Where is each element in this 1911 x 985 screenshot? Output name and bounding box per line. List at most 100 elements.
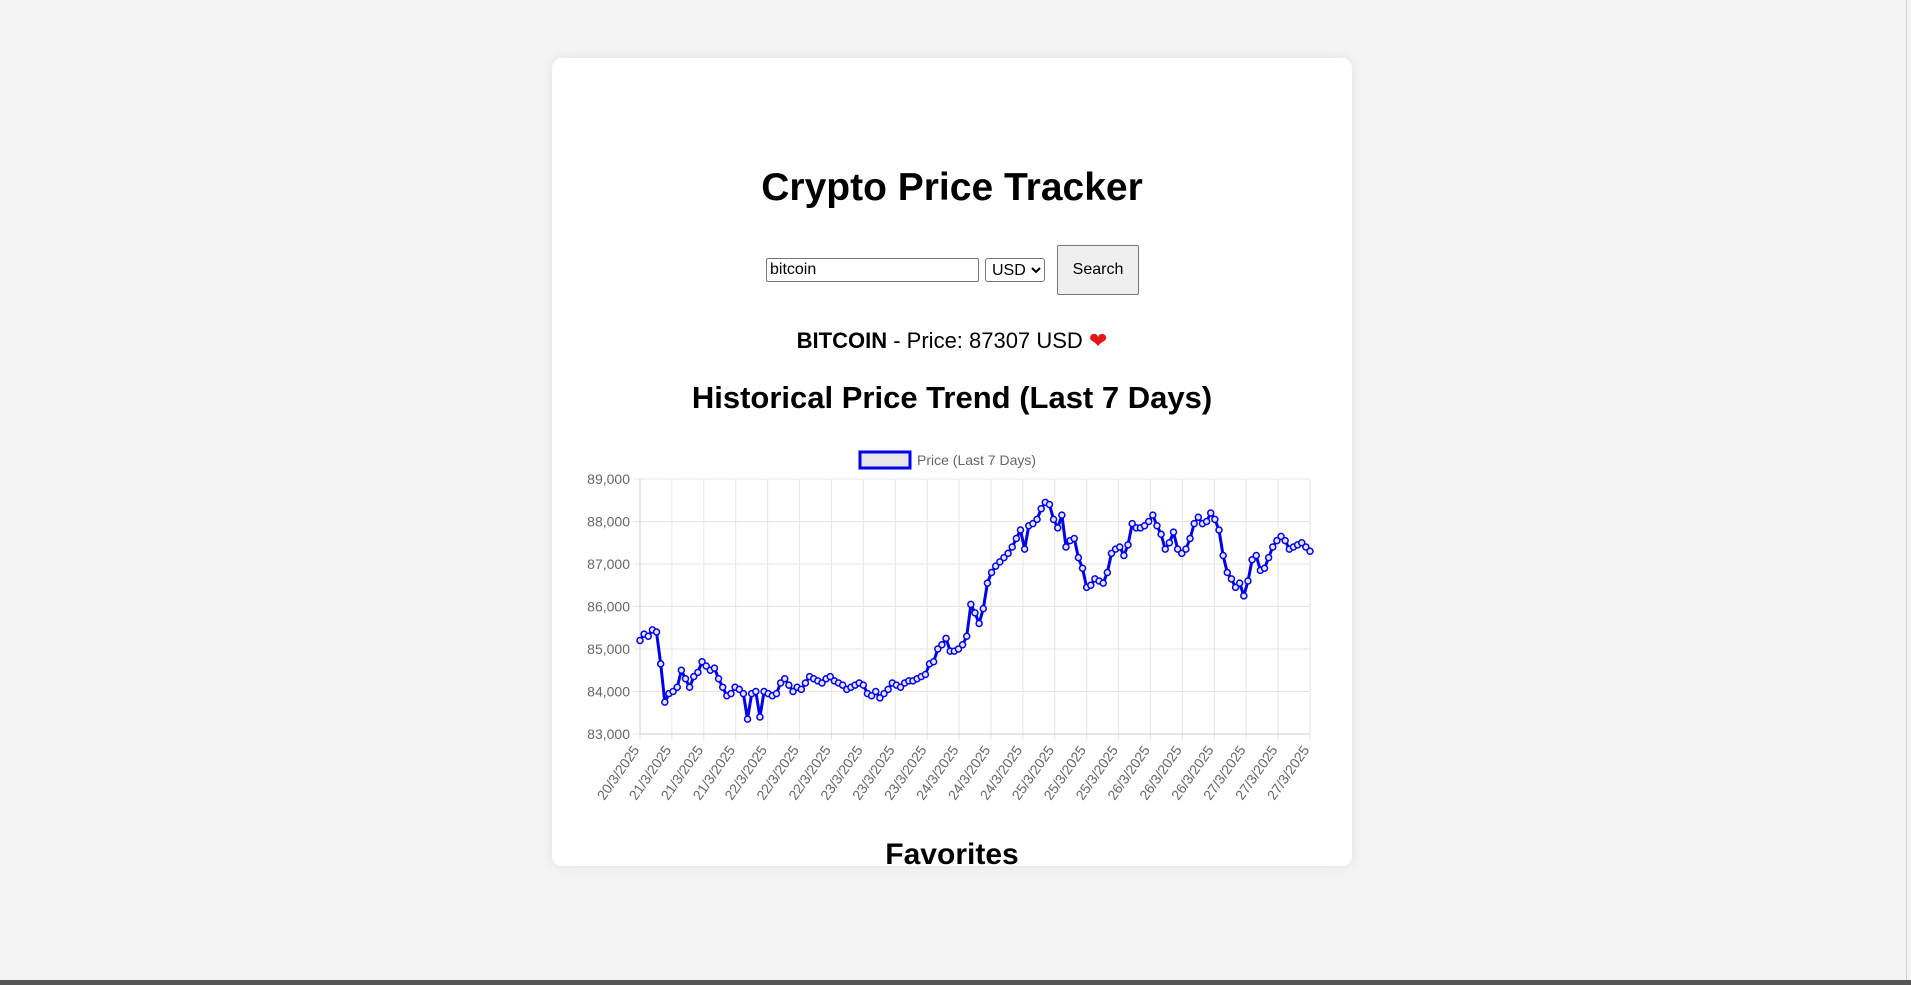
data-point: [1053, 524, 1062, 532]
data-point: [1140, 522, 1149, 530]
data-point: [673, 683, 681, 691]
data-point: [789, 687, 797, 696]
data-point: [698, 658, 706, 666]
data-point: [727, 689, 735, 698]
data-point: [1029, 519, 1037, 528]
data-point: [1260, 564, 1269, 572]
data-point: [818, 679, 826, 687]
coin-search-input[interactable]: [766, 258, 979, 282]
data-point: [636, 636, 644, 645]
data-point: [1165, 539, 1174, 547]
data-point: [1252, 551, 1260, 560]
price-chart: 89,000 88,000 87,000 86,000 85,000 84,000 83,0…: [552, 443, 1352, 823]
data-point: [644, 632, 653, 640]
data-point: [743, 715, 752, 723]
data-point: [756, 713, 764, 721]
data-point: [1215, 526, 1223, 534]
currency-select[interactable]: USD: [985, 258, 1045, 282]
data-point: [735, 685, 744, 694]
data-point: [975, 619, 983, 628]
data-point: [1153, 522, 1161, 530]
data-point: [971, 609, 979, 617]
legend-swatch: [858, 450, 912, 470]
data-point: [921, 670, 930, 679]
data-point: [954, 645, 963, 653]
data-point: [1302, 543, 1310, 551]
legend-label: Price (Last 7 Days): [917, 452, 1036, 468]
data-point: [1264, 553, 1273, 562]
data-point: [934, 645, 942, 653]
chart-svg: 89,000 88,000 87,000 86,000 85,000 84,000 83,0…: [587, 450, 1314, 803]
data-point: [1223, 568, 1232, 577]
data-point: [1240, 592, 1248, 600]
data-point: [656, 660, 665, 668]
data-point: [1194, 513, 1203, 521]
data-point: [781, 675, 789, 683]
y-tick-label: 88,000: [587, 514, 630, 530]
data-point: [967, 600, 975, 609]
y-tick-label: 85,000: [587, 641, 630, 657]
data-point: [1157, 530, 1165, 538]
data-point: [1297, 539, 1306, 547]
data-point: [1045, 500, 1054, 509]
data-point: [1173, 545, 1182, 553]
coin-name: BITCOIN: [796, 328, 888, 353]
y-tick-label: 83,000: [587, 726, 630, 742]
data-point: [929, 658, 938, 666]
search-button[interactable]: Search: [1057, 245, 1139, 295]
tracker-card: Crypto Price Tracker USD Search BITCOIN …: [552, 58, 1352, 871]
data-point: [867, 692, 876, 700]
data-point: [752, 687, 760, 696]
data-point: [1211, 515, 1219, 524]
data-point: [739, 689, 748, 698]
data-point: [1149, 511, 1157, 519]
scrollbar-edge: [1906, 0, 1907, 980]
data-point: [1099, 579, 1107, 587]
data-point: [1058, 511, 1066, 519]
data-point: [1169, 528, 1178, 536]
data-point: [859, 681, 868, 689]
data-point: [826, 672, 834, 681]
data-point: [1000, 553, 1008, 562]
data-point: [1074, 553, 1083, 562]
data-point: [838, 681, 847, 689]
data-point: [710, 664, 719, 672]
data-point: [987, 568, 996, 577]
data-point: [661, 698, 669, 706]
data-point: [797, 685, 806, 694]
data-point: [896, 683, 905, 691]
data-point: [1116, 543, 1124, 551]
data-point: [1202, 517, 1211, 526]
data-point: [991, 562, 1000, 570]
data-point: [979, 604, 988, 613]
data-point: [880, 689, 888, 698]
data-point: [1124, 541, 1132, 549]
data-point: [1008, 543, 1016, 551]
y-tick-label: 87,000: [587, 556, 630, 572]
data-point: [772, 689, 781, 698]
y-tick-label: 84,000: [587, 684, 630, 700]
data-point: [876, 694, 884, 702]
data-point: [1178, 549, 1186, 558]
price-text: - Price: 87307 USD: [887, 328, 1089, 353]
data-point: [1062, 543, 1070, 551]
heart-icon[interactable]: ❤: [1088, 328, 1108, 353]
data-point: [690, 672, 698, 681]
data-point: [1277, 532, 1285, 541]
data-point: [884, 685, 892, 694]
data-point: [669, 687, 677, 696]
data-point: [694, 668, 702, 677]
data-point: [681, 675, 690, 683]
data-point: [1020, 545, 1029, 553]
data-point: [1037, 505, 1045, 513]
data-point: [1103, 568, 1112, 577]
data-point: [962, 632, 971, 640]
data-point: [1306, 547, 1314, 555]
data-point: [801, 679, 810, 687]
data-point: [1235, 579, 1244, 587]
y-tick-label: 86,000: [587, 599, 630, 615]
data-point: [702, 662, 710, 670]
data-point: [1033, 515, 1041, 524]
data-point: [1186, 534, 1194, 543]
